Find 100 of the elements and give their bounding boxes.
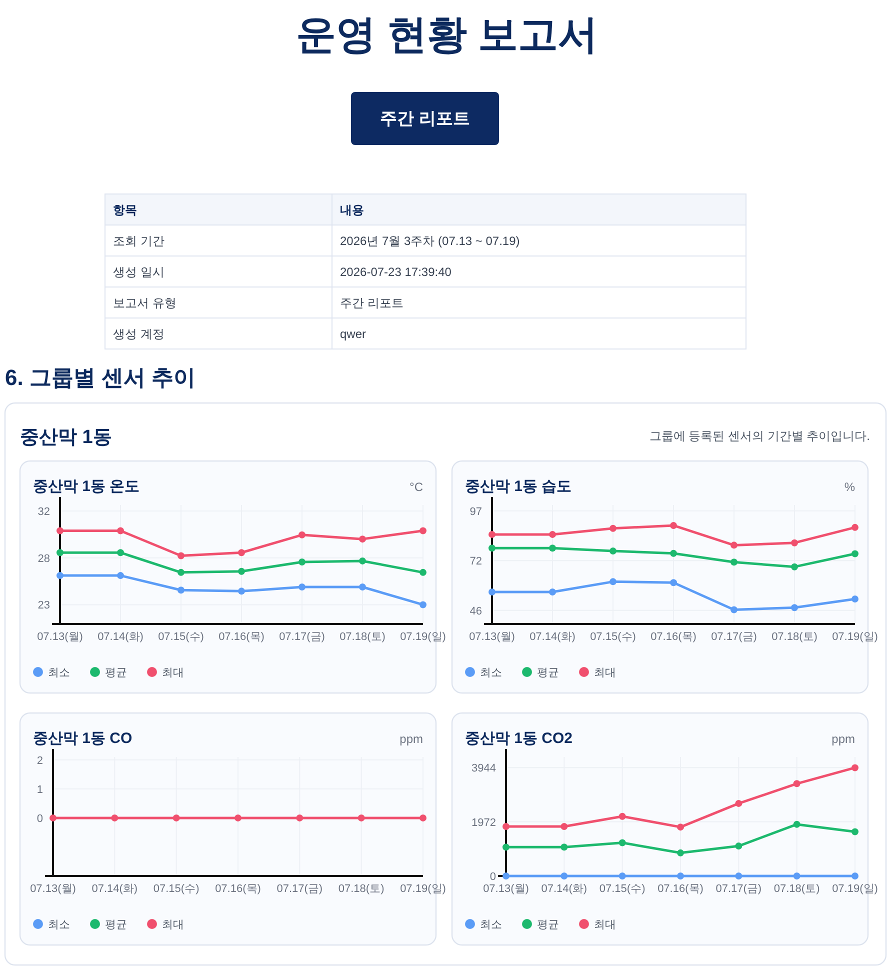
x-tick-label: 07.17(금) xyxy=(276,883,323,895)
point xyxy=(238,549,245,556)
point xyxy=(420,568,426,576)
point xyxy=(670,550,677,557)
x-tick-label: 07.18(토) xyxy=(772,631,818,643)
point xyxy=(791,563,798,570)
text: 중산막 1동 xyxy=(20,427,112,448)
point xyxy=(359,584,366,591)
y-tick-label: 3944 xyxy=(472,762,496,775)
text: 항목 xyxy=(113,203,137,217)
point xyxy=(178,552,184,560)
point xyxy=(610,578,616,586)
point xyxy=(793,872,800,880)
x-tick-label: 07.18(토) xyxy=(338,883,384,895)
y-axis-title: ppm xyxy=(400,732,424,746)
y-axis-title: °C xyxy=(410,480,424,494)
x-tick-label: 07.13(월) xyxy=(30,883,76,895)
legend-label: 평균 xyxy=(105,919,127,931)
x-tick-label: 07.17(금) xyxy=(711,631,757,643)
legend-label: 최대 xyxy=(594,667,616,679)
point xyxy=(359,557,366,564)
point xyxy=(670,522,677,529)
x-tick-label: 07.14(화) xyxy=(92,883,138,895)
point xyxy=(735,842,742,850)
text: 내용 xyxy=(340,203,364,217)
point xyxy=(730,606,738,614)
point xyxy=(238,588,245,595)
point xyxy=(549,530,556,538)
point xyxy=(178,586,184,594)
point xyxy=(488,588,496,596)
text: 생성 계정 xyxy=(113,327,164,341)
legend-label: 최소 xyxy=(48,667,70,679)
x-tick-label: 07.15(수) xyxy=(158,631,204,643)
point xyxy=(610,524,616,532)
x-tick-label: 07.16(목) xyxy=(658,883,704,895)
x-tick-label: 07.17(금) xyxy=(279,631,325,643)
x-tick-label: 07.14(화) xyxy=(530,631,576,643)
point xyxy=(420,601,426,608)
y-axis-title: % xyxy=(844,480,856,494)
y-tick-label: 0 xyxy=(490,871,496,883)
text: 운영 현황 보고서 xyxy=(296,13,598,57)
point xyxy=(560,844,568,851)
point xyxy=(791,604,798,612)
point xyxy=(793,780,800,788)
x-tick-label: 07.19(일) xyxy=(832,883,878,895)
point xyxy=(618,872,626,880)
point xyxy=(56,572,64,580)
x-tick-label: 07.18(토) xyxy=(774,883,820,895)
y-tick-label: 46 xyxy=(470,605,482,618)
chart-title: 중산막 1동 온도 xyxy=(33,478,140,495)
y-tick-label: 72 xyxy=(470,556,482,568)
x-tick-label: 07.13(월) xyxy=(37,631,83,643)
point xyxy=(730,558,738,566)
text: 2026-07-23 17:39:40 xyxy=(340,265,452,279)
point xyxy=(488,530,496,538)
x-tick-label: 07.19(일) xyxy=(400,631,446,643)
text: 조회 기간 xyxy=(113,234,164,248)
legend-label: 평균 xyxy=(105,667,127,679)
x-tick-label: 07.15(수) xyxy=(153,883,200,895)
point xyxy=(852,828,858,836)
x-tick-label: 07.19(일) xyxy=(400,883,446,895)
point xyxy=(549,544,556,552)
text: 주간 리포트 xyxy=(340,296,404,310)
point xyxy=(488,544,496,552)
text: 생성 일시 xyxy=(113,265,164,279)
x-tick-label: 07.19(일) xyxy=(832,631,878,643)
x-tick-label: 07.16(목) xyxy=(218,631,264,643)
legend-label: 최소 xyxy=(480,919,502,931)
x-tick-label: 07.16(목) xyxy=(650,631,696,643)
point xyxy=(852,524,858,531)
legend-label: 최대 xyxy=(162,667,184,679)
point xyxy=(502,844,510,851)
point xyxy=(117,572,124,580)
point xyxy=(560,823,568,830)
text: 6. 그룹별 센서 추이 xyxy=(5,365,196,390)
point xyxy=(56,527,64,534)
point xyxy=(852,764,858,772)
x-tick-label: 07.15(수) xyxy=(590,631,636,643)
text: 주간 리포트 xyxy=(380,109,470,128)
point xyxy=(298,531,306,538)
point xyxy=(670,579,677,586)
legend-label: 평균 xyxy=(537,667,559,679)
point xyxy=(793,820,800,828)
legend-label: 최소 xyxy=(48,919,70,931)
legend-label: 최대 xyxy=(162,919,184,931)
x-tick-label: 07.14(화) xyxy=(541,883,588,895)
point xyxy=(735,872,742,880)
y-tick-label: 2 xyxy=(36,754,43,767)
point xyxy=(178,568,184,576)
y-tick-label: 1 xyxy=(36,784,43,796)
y-tick-label: 0 xyxy=(36,812,43,825)
x-tick-label: 07.15(수) xyxy=(599,883,646,895)
y-axis-title: ppm xyxy=(832,732,856,746)
point xyxy=(677,849,684,856)
legend-label: 최소 xyxy=(480,667,502,679)
point xyxy=(549,588,556,596)
point xyxy=(420,527,426,534)
point xyxy=(298,558,306,566)
point xyxy=(298,584,306,591)
point xyxy=(610,548,616,555)
